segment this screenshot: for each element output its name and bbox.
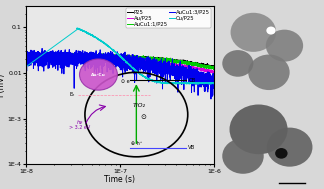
Cu/P25 bbox=[188, 81, 192, 84]
Au/P25 bbox=[96, 57, 100, 59]
Au/P25 bbox=[208, 70, 212, 72]
P25 bbox=[96, 56, 100, 58]
X-axis label: Time (s): Time (s) bbox=[104, 175, 135, 184]
AuCu1:3/P25 bbox=[209, 98, 213, 100]
AuCu1:1/P25 bbox=[212, 68, 215, 71]
AuCu1:1/P25 bbox=[45, 54, 49, 57]
Au/P25 bbox=[212, 71, 216, 74]
Circle shape bbox=[275, 148, 288, 159]
Au/P25 bbox=[39, 55, 43, 57]
AuCu1:1/P25 bbox=[24, 55, 28, 57]
P25 bbox=[24, 54, 28, 56]
AuCu1:1/P25 bbox=[80, 52, 84, 54]
AuCu1:1/P25 bbox=[212, 66, 216, 69]
Circle shape bbox=[266, 26, 276, 35]
AuCu1:3/P25 bbox=[104, 58, 108, 61]
Au/P25 bbox=[45, 56, 49, 58]
P25 bbox=[57, 54, 61, 56]
AuCu1:3/P25 bbox=[208, 77, 212, 79]
Circle shape bbox=[248, 54, 290, 90]
Line: Au/P25: Au/P25 bbox=[26, 56, 214, 73]
P25 bbox=[104, 55, 108, 57]
Au/P25 bbox=[188, 66, 192, 68]
AuCu1:3/P25 bbox=[45, 54, 49, 57]
AuCu1:1/P25 bbox=[57, 54, 61, 57]
Cu/P25 bbox=[212, 82, 216, 84]
Cu/P25 bbox=[208, 82, 212, 84]
Circle shape bbox=[222, 138, 264, 174]
Cu/P25 bbox=[197, 83, 201, 85]
Au/P25 bbox=[24, 58, 28, 60]
AuCu1:1/P25 bbox=[104, 54, 108, 56]
Circle shape bbox=[231, 13, 276, 52]
AuCu1:1/P25 bbox=[208, 65, 212, 67]
P25 bbox=[212, 66, 216, 68]
Legend: P25, Au/P25, AuCu1:1/P25, AuCu1:3/P25, Cu/P25: P25, Au/P25, AuCu1:1/P25, AuCu1:3/P25, C… bbox=[126, 8, 211, 28]
Circle shape bbox=[266, 30, 303, 62]
AuCu1:3/P25 bbox=[188, 72, 192, 74]
P25 bbox=[45, 54, 49, 57]
Cu/P25 bbox=[24, 66, 28, 68]
Au/P25 bbox=[104, 59, 108, 61]
AuCu1:3/P25 bbox=[40, 47, 44, 50]
AuCu1:1/P25 bbox=[188, 62, 192, 64]
Cu/P25 bbox=[104, 43, 108, 46]
Au/P25 bbox=[210, 72, 214, 74]
Cu/P25 bbox=[57, 42, 61, 44]
P25 bbox=[188, 61, 192, 64]
AuCu1:3/P25 bbox=[57, 50, 61, 52]
Cu/P25 bbox=[45, 50, 49, 52]
P25 bbox=[37, 52, 41, 54]
AuCu1:3/P25 bbox=[212, 85, 216, 87]
AuCu1:1/P25 bbox=[96, 54, 100, 57]
Cu/P25 bbox=[75, 27, 79, 29]
Au/P25 bbox=[57, 58, 61, 61]
P25 bbox=[209, 67, 213, 69]
P25 bbox=[208, 65, 212, 68]
Line: AuCu1:3/P25: AuCu1:3/P25 bbox=[26, 48, 214, 99]
Circle shape bbox=[229, 105, 288, 154]
AuCu1:3/P25 bbox=[24, 53, 28, 55]
Line: AuCu1:1/P25: AuCu1:1/P25 bbox=[26, 53, 214, 70]
Circle shape bbox=[267, 128, 312, 167]
Line: Cu/P25: Cu/P25 bbox=[26, 28, 214, 84]
Circle shape bbox=[222, 50, 253, 77]
Line: P25: P25 bbox=[26, 53, 214, 68]
AuCu1:3/P25 bbox=[96, 61, 100, 64]
Y-axis label: I (mV): I (mV) bbox=[0, 73, 6, 97]
Cu/P25 bbox=[96, 38, 100, 40]
